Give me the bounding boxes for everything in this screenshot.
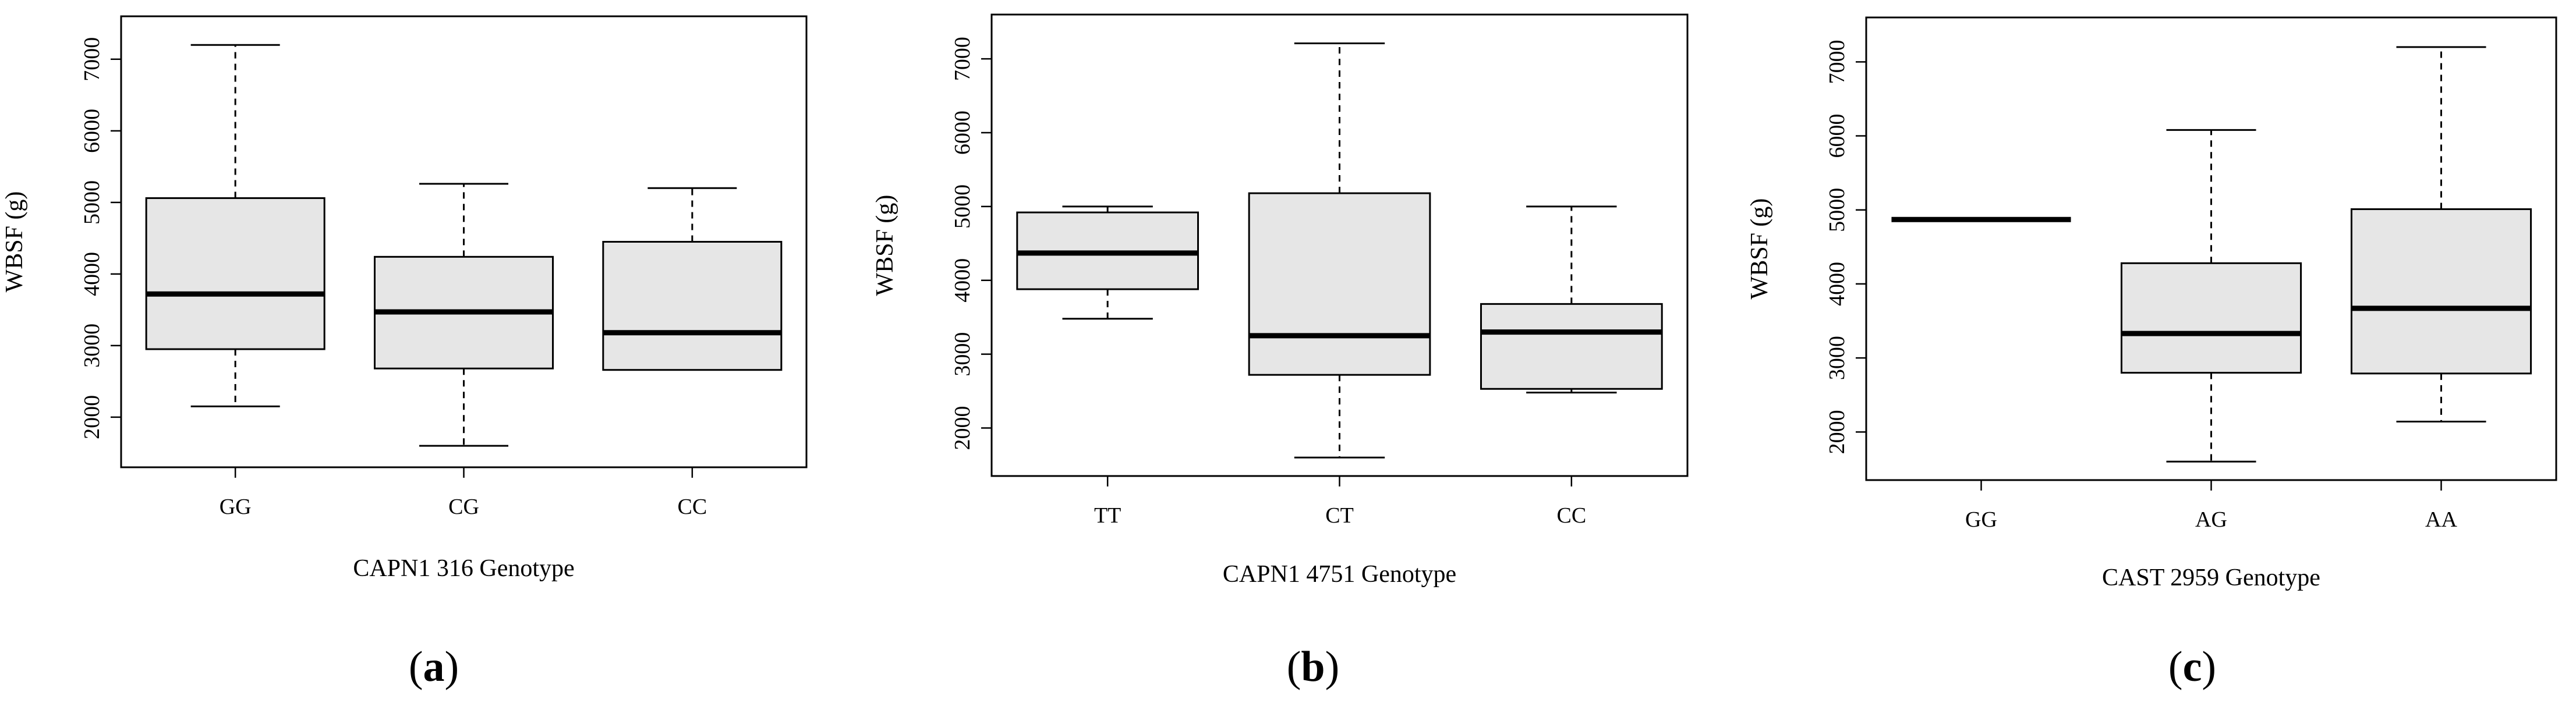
y-tick-label: 2000 [950,406,975,450]
y-tick-label: 4000 [950,258,975,303]
box-cg [373,183,554,447]
y-tick-label: 2000 [80,395,104,439]
iqr-box [2350,208,2532,375]
y-tick-label: 7000 [1825,40,1849,84]
panel-label: (c) [2168,643,2216,691]
panel-label-letter: b [1301,643,1325,691]
iqr-box [2120,262,2302,374]
x-tick-label: CT [1325,503,1354,528]
box-aa [2350,46,2532,423]
y-tick-label: 2000 [1825,410,1849,454]
iqr-box [602,241,783,371]
x-axis-title: CAST 2959 Genotype [2102,564,2320,591]
y-tick-label: 6000 [950,111,975,155]
panel-label: (a) [409,643,459,691]
y-tick-label: 3000 [1825,336,1849,380]
panel-label-close-paren: ) [2202,643,2216,691]
y-axis-title: WBSF (g) [1,191,28,293]
y-tick-label: 4000 [80,252,104,296]
y-tick-label: 6000 [80,109,104,153]
iqr-box [1480,303,1663,390]
panel-label-open-paren: ( [1287,643,1301,691]
y-tick-label: 5000 [950,184,975,229]
x-tick-label: CC [1556,503,1586,528]
x-tick-label: CC [677,495,707,519]
box-ct [1248,42,1431,459]
box-cc [1480,205,1663,394]
box-ag [2120,129,2302,463]
x-tick-label: CG [448,495,479,519]
panel-label-letter: c [2183,643,2202,691]
x-tick-label: GG [1965,507,1997,532]
boxplot-panel-b: 2000 3000 4000 5000 6000 7000 WBSF (g) TT CT CC CA… [872,13,1689,691]
y-tick-label: 7000 [80,37,104,81]
box-tt [1016,205,1199,320]
y-axis-title: WBSF (g) [1746,198,1773,300]
boxplot-panel-c: 2000 3000 4000 5000 6000 7000 WBSF (g) GG AG AA CA… [1746,16,2557,691]
panel-label-close-paren: ) [1325,643,1340,691]
y-tick-label: 5000 [80,180,104,225]
box-gg [145,44,325,407]
x-axis-title: CAPN1 4751 Genotype [1223,561,1456,588]
y-tick-label: 3000 [80,324,104,368]
panel-label-letter: a [423,643,445,691]
x-tick-label: GG [220,495,252,519]
box-cc [602,187,783,371]
x-axis-title: CAPN1 316 Genotype [353,555,574,582]
y-tick-label: 3000 [950,332,975,376]
iqr-box [145,197,325,350]
boxplot-panel-a: 2000 3000 4000 5000 6000 7000 WBSF (g) GG CG CC CA… [1,15,808,691]
y-tick-label: 7000 [950,37,975,81]
panel-label-open-paren: ( [409,643,423,691]
panel-label-close-paren: ) [445,643,459,691]
x-tick-label: AG [2195,507,2227,532]
iqr-box [1248,192,1431,376]
x-tick-label: TT [1094,503,1121,528]
y-tick-label: 5000 [1825,188,1849,232]
panel-label: (b) [1287,643,1339,691]
x-tick-label: AA [2425,507,2457,532]
y-tick-label: 4000 [1825,262,1849,306]
panel-label-open-paren: ( [2168,643,2183,691]
y-tick-label: 6000 [1825,114,1849,158]
y-axis-title: WBSF (g) [872,195,898,296]
